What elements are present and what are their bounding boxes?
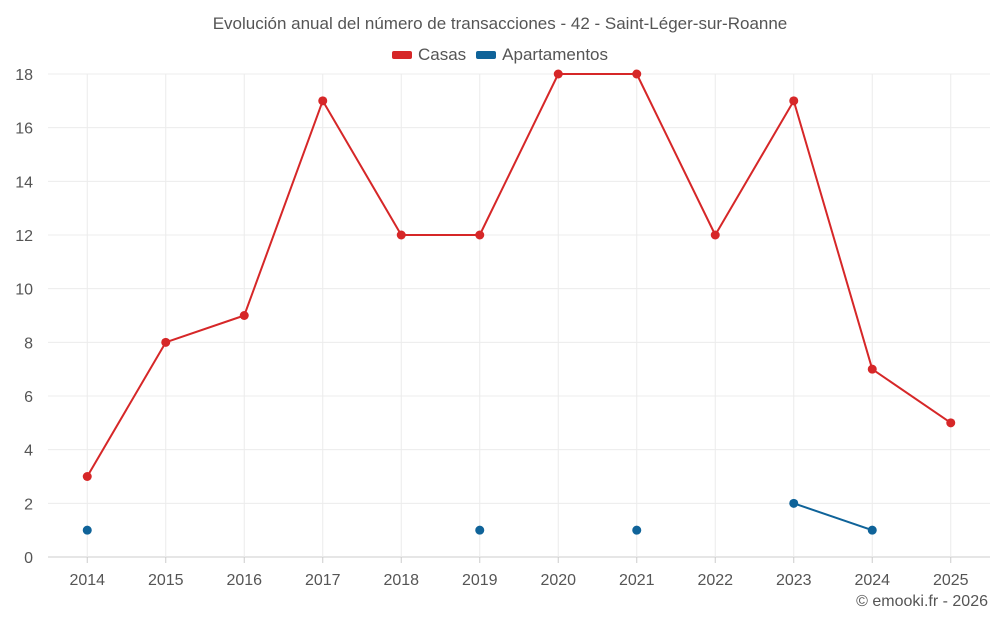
x-tick-label: 2025 bbox=[933, 572, 969, 589]
legend-item-casas[interactable]: Casas bbox=[391, 45, 467, 65]
legend: Casas Apartamentos bbox=[0, 45, 1000, 65]
data-point-casas bbox=[318, 96, 328, 106]
x-tick-label: 2017 bbox=[305, 572, 341, 589]
x-tick-label: 2015 bbox=[148, 572, 184, 589]
y-tick-label: 18 bbox=[15, 67, 33, 84]
x-tick-label: 2014 bbox=[69, 572, 105, 589]
credit-text: © emooki.fr - 2026 bbox=[856, 593, 988, 610]
data-point-apartamentos bbox=[632, 525, 642, 535]
y-tick-label: 12 bbox=[15, 228, 33, 245]
data-point-casas bbox=[475, 230, 485, 240]
x-tick-label: 2021 bbox=[619, 572, 655, 589]
x-tick-label: 2020 bbox=[540, 572, 576, 589]
data-point-casas bbox=[789, 96, 799, 106]
y-tick-label: 16 bbox=[15, 121, 33, 138]
series-line-casas bbox=[86, 73, 952, 478]
x-tick-label: 2019 bbox=[462, 572, 498, 589]
data-point-casas bbox=[632, 69, 642, 79]
data-point-casas bbox=[946, 418, 956, 428]
y-tick-label: 14 bbox=[15, 174, 33, 191]
data-point-apartamentos bbox=[475, 525, 485, 535]
x-tick-label: 2016 bbox=[226, 572, 262, 589]
y-tick-label: 0 bbox=[24, 550, 33, 567]
legend-swatch-casas bbox=[391, 51, 412, 59]
y-tick-label: 8 bbox=[24, 335, 33, 352]
y-tick-label: 4 bbox=[24, 443, 33, 460]
x-tick-label: 2023 bbox=[776, 572, 812, 589]
legend-item-apartamentos[interactable]: Apartamentos bbox=[476, 45, 608, 65]
data-point-casas bbox=[867, 364, 877, 374]
data-point-casas bbox=[161, 337, 171, 347]
data-point-casas bbox=[396, 230, 406, 240]
data-point-casas bbox=[239, 311, 249, 320]
data-point-casas bbox=[553, 69, 563, 79]
legend-label-apartamentos: Apartamentos bbox=[502, 45, 609, 64]
series-line-apartamentos bbox=[793, 502, 873, 532]
y-tick-label: 6 bbox=[24, 389, 33, 406]
x-tick-label: 2024 bbox=[854, 572, 890, 589]
chart-title: Evolución anual del número de transaccio… bbox=[212, 14, 788, 33]
x-tick-label: 2022 bbox=[697, 572, 733, 589]
data-point-apartamentos bbox=[867, 525, 877, 535]
data-point-apartamentos bbox=[82, 525, 92, 535]
legend-label-casas: Casas bbox=[417, 45, 467, 64]
y-tick-label: 2 bbox=[24, 496, 33, 513]
legend-swatch-apartamentos bbox=[476, 51, 497, 59]
x-tick-label: 2018 bbox=[383, 572, 419, 589]
data-point-casas bbox=[710, 230, 720, 240]
data-point-casas bbox=[82, 472, 92, 481]
data-point-apartamentos bbox=[789, 498, 799, 508]
y-tick-label: 10 bbox=[15, 282, 33, 299]
